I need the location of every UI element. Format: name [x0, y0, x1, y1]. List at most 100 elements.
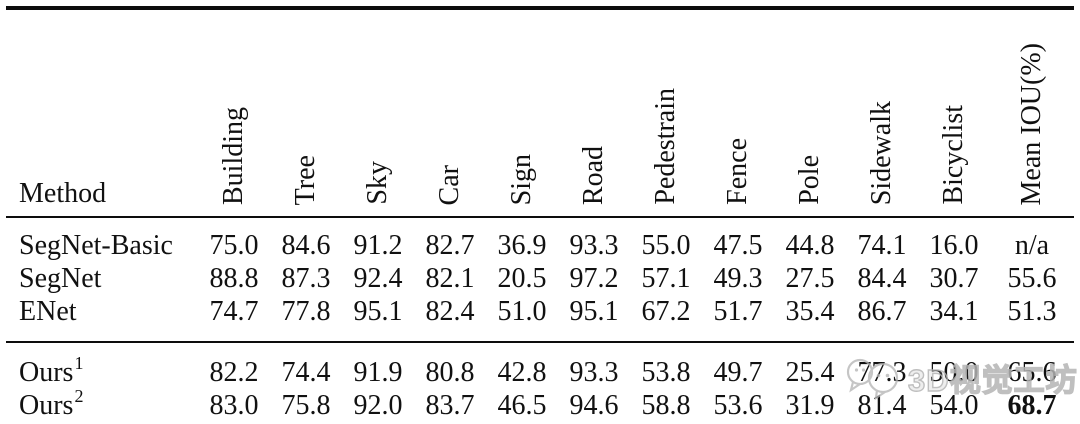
value-cell: 82.7 — [425, 230, 475, 261]
value-cell: 44.8 — [785, 230, 835, 261]
value-cell: 81.4 — [857, 390, 907, 421]
method-cell: Ours2 — [6, 385, 198, 424]
value-cell: 49.7 — [702, 341, 774, 389]
value-cell: 30.7 — [929, 263, 979, 294]
value-cell: 65.6 — [990, 341, 1074, 389]
method-cell: ENet — [6, 295, 198, 342]
method-cell: SegNet — [6, 262, 198, 295]
value-cell: 80.8 — [414, 341, 486, 389]
value-cell: 84.6 — [281, 230, 331, 261]
column-header-label: Mean IOU(%) — [1016, 42, 1048, 206]
column-header-label: Sidewalk — [866, 100, 898, 205]
value-cell: 77.3 — [846, 341, 918, 389]
value-cell: 58.8 — [641, 390, 691, 421]
value-cell: 74.1 — [857, 230, 907, 261]
method-label: SegNet — [19, 263, 102, 294]
column-header-label: Fence — [722, 138, 754, 205]
value-cell: 92.4 — [353, 263, 403, 294]
value-cell: 57.1 — [641, 263, 691, 294]
value-cell: 75.8 — [281, 390, 331, 421]
column-header-sky: Sky — [342, 8, 414, 218]
value-cell: 94.6 — [569, 390, 619, 421]
value-cell: 20.5 — [497, 263, 547, 294]
value-cell: 95.1 — [353, 296, 403, 327]
value-cell: 68.7 — [1007, 390, 1057, 421]
table-row: Ours1 82.2 74.4 91.9 80.8 42.8 93.3 53.8 49.7 25.… — [6, 341, 1074, 389]
table-row: Ours2 83.0 75.8 92.0 83.7 46.5 94.6 58.8 53.6 31.… — [6, 385, 1074, 424]
column-header-label: Bicyclist — [938, 105, 970, 205]
value-cell: 93.3 — [558, 341, 630, 389]
value-cell: 88.8 — [209, 263, 259, 294]
column-header-method: Method — [6, 8, 198, 218]
method-label: SegNet-Basic — [19, 230, 173, 261]
value-cell: 53.6 — [713, 390, 763, 421]
value-cell: 55.6 — [1007, 263, 1057, 294]
value-cell: 53.8 — [630, 341, 702, 389]
value-cell: 47.5 — [713, 230, 763, 261]
value-cell: 82.4 — [425, 296, 475, 327]
column-header-label: Sky — [362, 161, 394, 205]
value-cell: 87.3 — [281, 263, 331, 294]
table-row: SegNet 88.8 87.3 92.4 82.1 20.5 97.2 57.1 49.3 27… — [6, 262, 1074, 295]
value-cell: 54.0 — [929, 390, 979, 421]
results-table: Method Building Tree Sky Car Sign Road Pedestr… — [6, 6, 1074, 424]
method-cell: Ours1 — [6, 341, 198, 389]
method-superscript: 1 — [74, 352, 84, 373]
method-superscript: 2 — [74, 385, 84, 406]
column-header-label: Tree — [290, 154, 322, 205]
method-label: Ours — [19, 357, 74, 388]
value-cell: 74.7 — [209, 296, 259, 327]
value-cell: n/a — [1014, 230, 1050, 261]
column-header-car: Car — [414, 8, 486, 218]
column-header-mean-iou: Mean IOU(%) — [990, 8, 1074, 218]
value-cell: 92.0 — [353, 390, 403, 421]
value-cell: 67.2 — [641, 296, 691, 327]
method-label: ENet — [19, 296, 77, 327]
table-row: SegNet-Basic 75.0 84.6 91.2 82.7 36.9 93.3 55.0… — [6, 217, 1074, 262]
value-cell: 75.0 — [209, 230, 259, 261]
table-row: ENet 74.7 77.8 95.1 82.4 51.0 95.1 67.2 51.7 35.4… — [6, 295, 1074, 342]
value-cell: 93.3 — [569, 230, 619, 261]
column-header-pedestrain: Pedestrain — [630, 8, 702, 218]
value-cell: 34.1 — [929, 296, 979, 327]
column-header-tree: Tree — [270, 8, 342, 218]
column-header-bicyclist: Bicyclist — [918, 8, 990, 218]
column-header-road: Road — [558, 8, 630, 218]
method-label: Ours — [19, 390, 74, 421]
column-header-building: Building — [198, 8, 270, 218]
value-cell: 83.7 — [425, 390, 475, 421]
column-header-label: Road — [578, 145, 610, 205]
value-cell: 83.0 — [209, 390, 259, 421]
value-cell: 16.0 — [929, 230, 979, 261]
value-cell: 91.9 — [342, 341, 414, 389]
value-cell: 82.2 — [198, 341, 270, 389]
value-cell: 77.8 — [281, 296, 331, 327]
value-cell: 36.9 — [497, 230, 547, 261]
value-cell: 86.7 — [857, 296, 907, 327]
value-cell: 50.0 — [918, 341, 990, 389]
value-cell: 91.2 — [353, 230, 403, 261]
value-cell: 82.1 — [425, 263, 475, 294]
column-header-sidewalk: Sidewalk — [846, 8, 918, 218]
column-header-label: Pedestrain — [650, 88, 682, 205]
column-header-fence: Fence — [702, 8, 774, 218]
value-cell: 46.5 — [497, 390, 547, 421]
header-row: Method Building Tree Sky Car Sign Road Pedestr… — [6, 8, 1074, 218]
value-cell: 84.4 — [857, 263, 907, 294]
table-header: Method Building Tree Sky Car Sign Road Pedestr… — [6, 8, 1074, 218]
column-header-label: Building — [218, 106, 250, 205]
value-cell: 55.0 — [641, 230, 691, 261]
value-cell: 95.1 — [569, 296, 619, 327]
column-header-pole: Pole — [774, 8, 846, 218]
value-cell: 27.5 — [785, 263, 835, 294]
method-cell: SegNet-Basic — [6, 217, 198, 262]
value-cell: 74.4 — [270, 341, 342, 389]
value-cell: 42.8 — [486, 341, 558, 389]
column-header-label: Pole — [794, 155, 826, 205]
value-cell: 97.2 — [569, 263, 619, 294]
value-cell: 51.7 — [713, 296, 763, 327]
value-cell: 25.4 — [774, 341, 846, 389]
column-header-sign: Sign — [486, 8, 558, 218]
value-cell: 31.9 — [785, 390, 835, 421]
